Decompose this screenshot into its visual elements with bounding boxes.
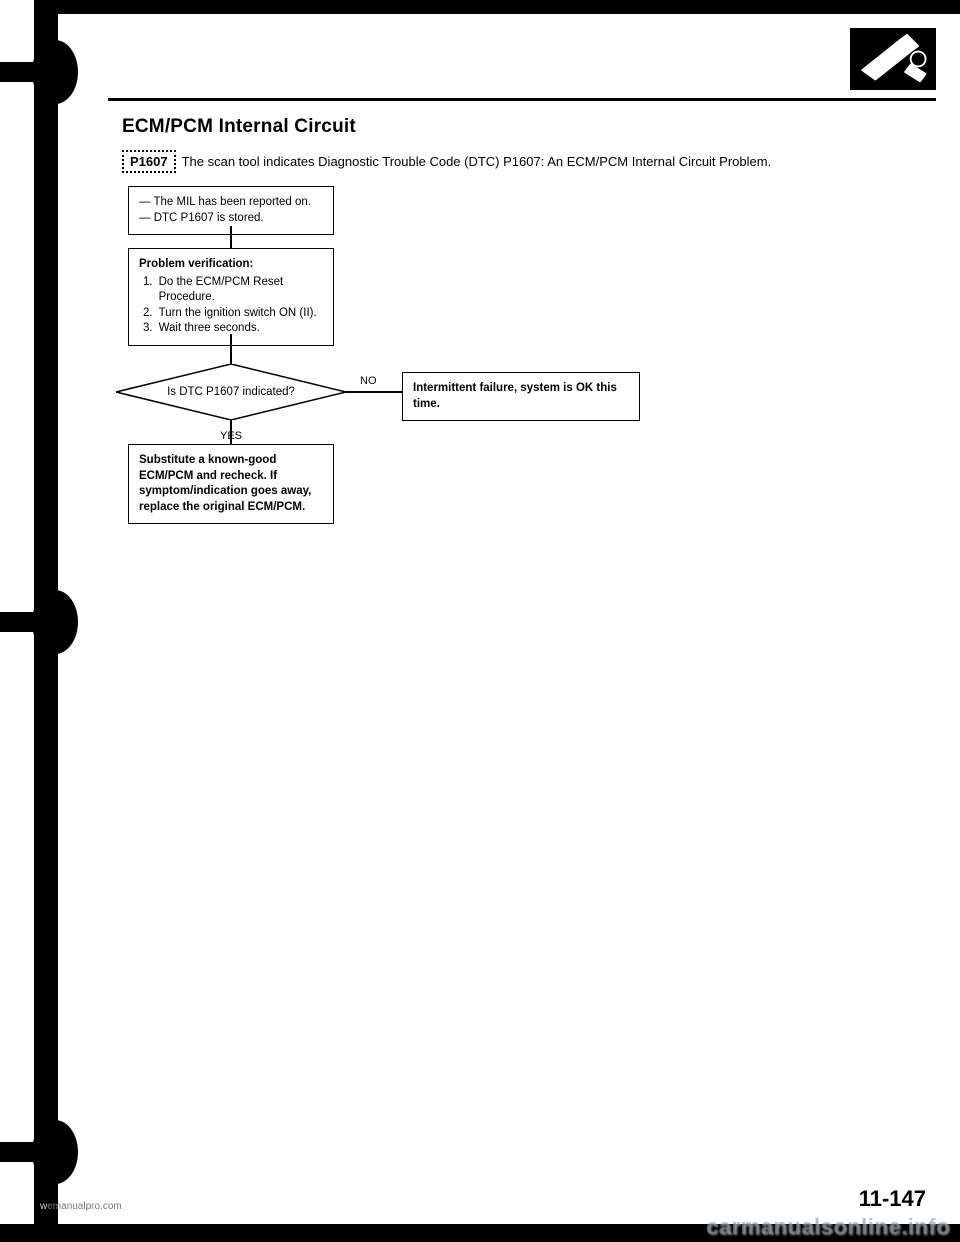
flow-box-outcome-yes: Substitute a known-good ECM/PCM and rech… [128,444,334,524]
dtc-code-box: P1607 [122,150,176,173]
flow-decision-label: Is DTC P1607 indicated? [116,364,346,420]
flow-connector [230,334,232,364]
flow-box-title: Problem verification: [139,257,323,273]
flow-decision: Is DTC P1607 indicated? [116,364,346,420]
footer-source: wemanualpro.com [40,1201,122,1212]
flow-connector [346,391,402,393]
flow-box-verification: Problem verification: 1.Do the ECM/PCM R… [128,248,334,346]
binder-ring [0,40,78,104]
page-number: 11-147 [859,1186,926,1212]
page-title: ECM/PCM Internal Circuit [122,116,356,138]
page-edge-top [40,0,960,14]
flow-branch-yes: YES [220,430,242,442]
flow-connector [230,226,232,248]
divider [108,98,936,101]
flow-box-line: — DTC P1607 is stored. [139,211,323,227]
flow-list-item: 3.Wait three seconds. [143,321,323,337]
dtc-text: The scan tool indicates Diagnostic Troub… [182,154,772,169]
flow-list: 1.Do the ECM/PCM Reset Procedure. 2.Turn… [139,275,323,337]
binder-ring [0,1120,78,1184]
watermark: carmanualsonline.info [706,1214,950,1240]
binder-ring [0,590,78,654]
flow-list-item: 2.Turn the ignition switch ON (II). [143,306,323,322]
flow-branch-no: NO [360,375,377,387]
dtc-line: P1607 The scan tool indicates Diagnostic… [122,150,771,173]
flow-list-item: 1.Do the ECM/PCM Reset Procedure. [143,275,323,306]
flow-box-outcome-no: Intermittent failure, system is OK this … [402,372,640,421]
flow-box-line: — The MIL has been reported on. [139,195,323,211]
manual-section-icon [850,28,936,90]
